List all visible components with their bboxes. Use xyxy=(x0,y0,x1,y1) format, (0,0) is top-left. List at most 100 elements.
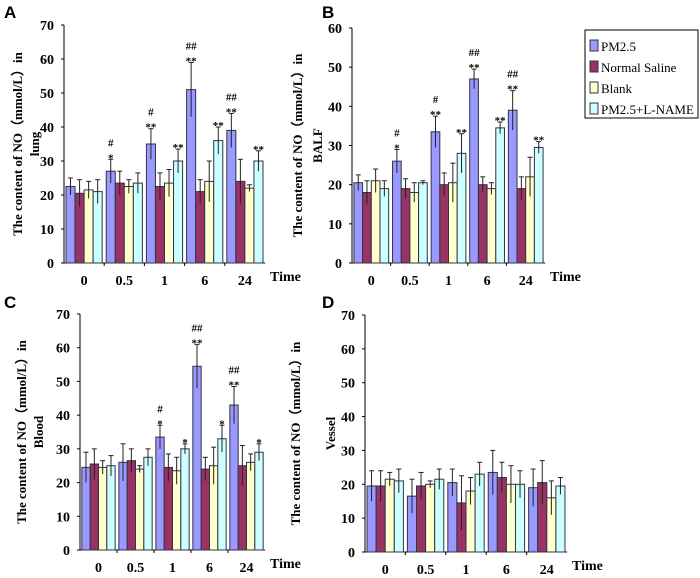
x-tick-label: 0 xyxy=(368,274,375,289)
bar xyxy=(213,140,224,264)
x-axis-label: Time xyxy=(550,270,581,285)
bar xyxy=(434,478,445,553)
bar xyxy=(192,365,202,551)
legend-swatch xyxy=(589,39,599,52)
y-axis-label: The content of NO（mmol/L）in xyxy=(10,51,25,236)
significance-marker: ** xyxy=(192,337,204,349)
significance-marker: ** xyxy=(229,379,241,391)
x-tick-label: 6 xyxy=(484,274,491,289)
y-tick-label: 30 xyxy=(328,140,342,155)
bar xyxy=(246,461,256,551)
significance-marker: ** xyxy=(469,62,481,74)
significance-marker: ** xyxy=(186,55,198,67)
y-tick-label: 40 xyxy=(40,121,54,136)
bar xyxy=(400,188,411,264)
y-tick-label: 10 xyxy=(341,512,355,527)
y-tick-label: 0 xyxy=(335,257,342,272)
x-tick-label: 0.5 xyxy=(127,561,145,576)
x-tick-label: 0.5 xyxy=(401,274,419,289)
bar xyxy=(135,468,145,551)
significance-marker: * xyxy=(182,437,188,449)
y-tick-label: 60 xyxy=(341,343,355,358)
y-tick-label: 0 xyxy=(47,257,54,272)
y-axis-label: The content of NO（mmol/L）in xyxy=(14,339,29,524)
y-tick-label: 60 xyxy=(56,342,70,357)
significance-marker: * xyxy=(394,142,400,154)
y-tick-label: 0 xyxy=(63,544,70,559)
bar xyxy=(126,460,137,551)
y-tick-label: 50 xyxy=(40,87,54,102)
significance-marker: # xyxy=(148,107,154,119)
bar xyxy=(83,189,94,264)
y-tick-label: 10 xyxy=(56,510,70,525)
x-tick-label: 0 xyxy=(81,274,88,289)
y-tick-label: 60 xyxy=(328,22,342,37)
y-tick-label: 60 xyxy=(40,53,54,68)
x-tick-label: 0 xyxy=(382,563,389,578)
bar xyxy=(495,127,505,264)
bar xyxy=(226,129,237,264)
x-tick-label: 0.5 xyxy=(417,563,435,578)
significance-marker: ** xyxy=(495,115,507,127)
bar xyxy=(155,436,165,551)
x-tick-label: 6 xyxy=(503,563,510,578)
panel-letter: C xyxy=(4,293,16,312)
y-tick-label: 30 xyxy=(56,443,70,458)
significance-marker: * xyxy=(256,437,262,449)
significance-marker: # xyxy=(108,137,114,149)
legend: PM2.5 Normal Saline Blank PM2.5+L-NAME xyxy=(584,29,699,119)
significance-marker: ** xyxy=(173,142,185,154)
y-tick-label: 20 xyxy=(328,179,342,194)
bar xyxy=(173,160,184,264)
y-axis-label: Blood xyxy=(31,415,46,448)
significance-marker: ** xyxy=(533,135,545,147)
legend-label: PM2.5 xyxy=(601,39,636,54)
legend-label: PM2.5+L-NAME xyxy=(601,102,694,117)
legend-swatch xyxy=(589,102,599,115)
y-tick-label: 50 xyxy=(341,377,355,392)
significance-marker: ** xyxy=(145,122,157,134)
significance-marker: ## xyxy=(186,40,198,52)
y-tick-label: 10 xyxy=(40,223,54,238)
panel-letter: B xyxy=(322,3,334,22)
significance-marker: # xyxy=(157,403,163,415)
significance-marker: * xyxy=(157,418,163,430)
y-tick-label: 20 xyxy=(56,477,70,492)
bar xyxy=(379,188,390,264)
bar xyxy=(65,186,76,264)
y-tick-label: 70 xyxy=(56,308,70,323)
x-tick-label: 24 xyxy=(519,274,533,289)
bar xyxy=(200,468,211,551)
bar xyxy=(392,160,402,264)
panel-letter: A xyxy=(4,3,16,22)
x-axis-label: Time xyxy=(572,559,603,574)
bar xyxy=(384,478,395,553)
significance-marker: ** xyxy=(507,84,519,96)
legend-label: Blank xyxy=(601,81,633,96)
x-tick-label: 1 xyxy=(463,563,470,578)
significance-marker: ** xyxy=(213,120,225,132)
panel-letter: D xyxy=(322,293,334,312)
x-tick-label: 6 xyxy=(201,274,208,289)
y-axis-label: The content of NO（mmol/L）in xyxy=(290,53,305,238)
significance-marker: * xyxy=(219,418,225,430)
y-tick-label: 70 xyxy=(341,309,355,324)
bar xyxy=(469,78,479,264)
bar xyxy=(98,466,108,551)
x-tick-label: 1 xyxy=(169,561,176,576)
significance-marker: # xyxy=(433,94,439,106)
y-tick-label: 50 xyxy=(328,61,342,76)
bar xyxy=(533,146,544,264)
legend-swatch xyxy=(589,81,599,94)
bar xyxy=(244,187,255,264)
significance-marker: ## xyxy=(226,91,238,103)
x-tick-label: 24 xyxy=(540,563,554,578)
significance-marker: ## xyxy=(229,364,241,376)
bar xyxy=(254,451,264,551)
bar xyxy=(486,188,497,264)
bar xyxy=(217,438,227,551)
bar xyxy=(477,184,488,264)
